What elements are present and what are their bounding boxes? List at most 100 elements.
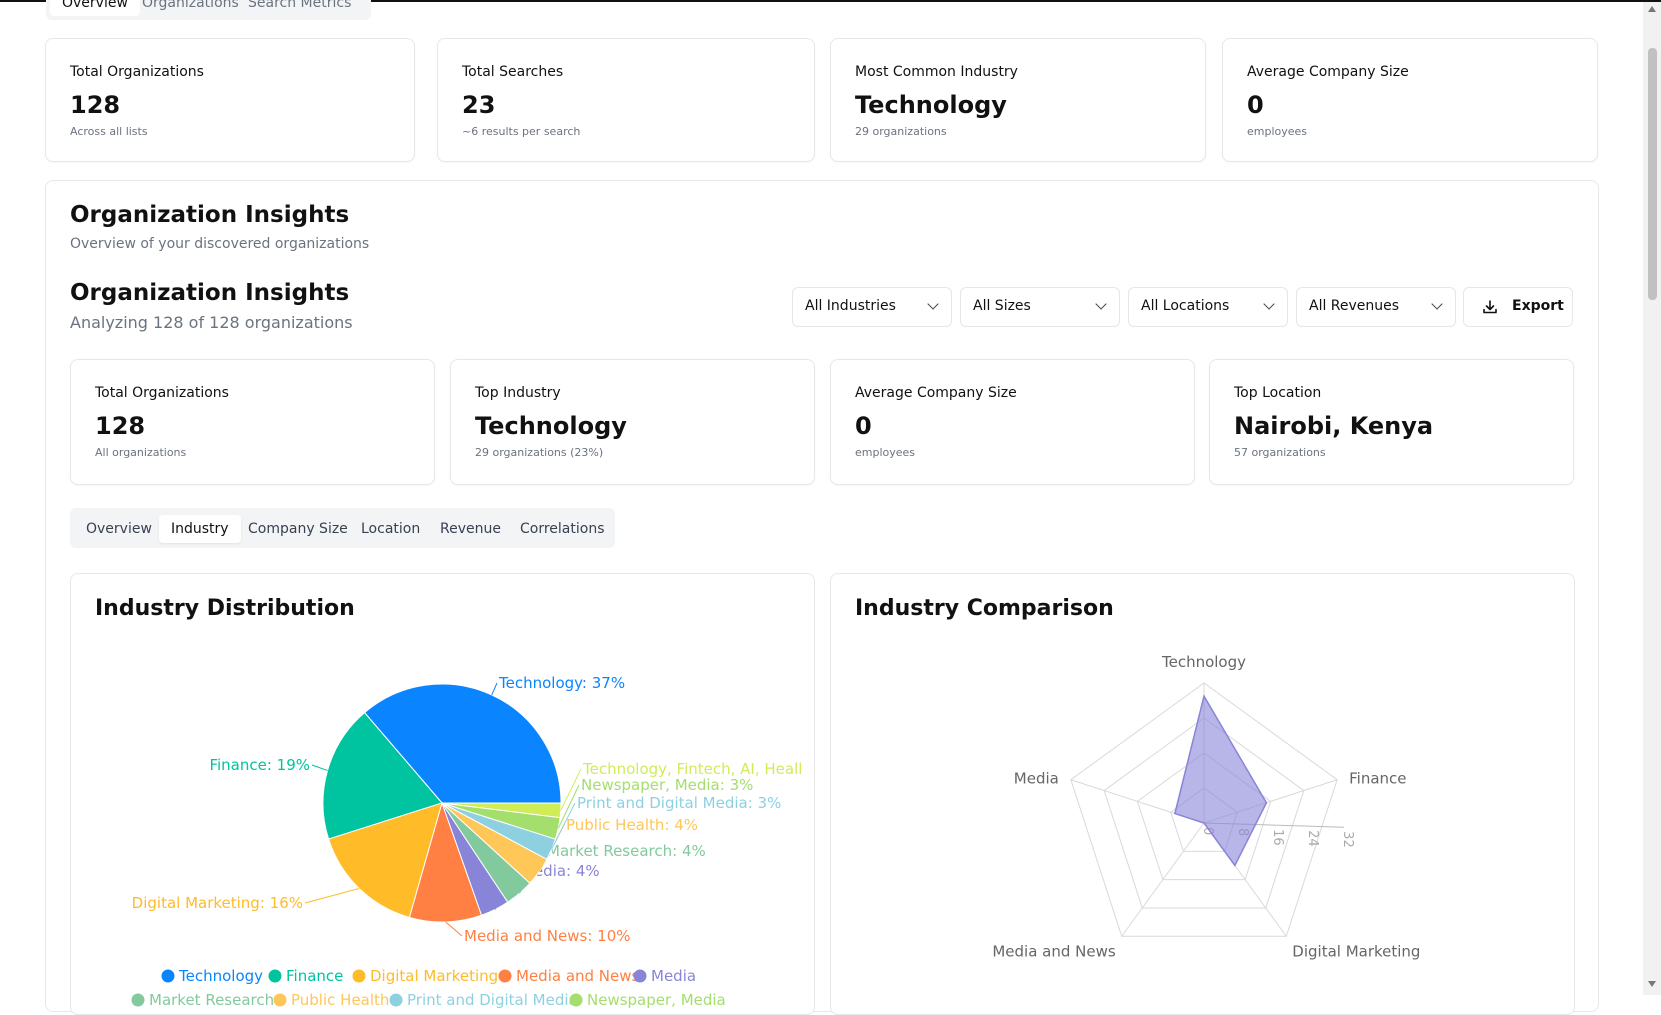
revenue-filter-select[interactable]: All Revenues xyxy=(1296,287,1456,327)
legend-item[interactable]: Media xyxy=(651,967,696,985)
pie-label-line xyxy=(557,784,580,829)
pie-label-line xyxy=(311,764,328,771)
legend-item[interactable]: Print and Digital Media xyxy=(407,991,578,1009)
legend-item[interactable]: Technology xyxy=(178,967,263,985)
legend-swatch xyxy=(268,969,282,983)
chevron-down-icon xyxy=(1095,298,1107,310)
insight-card-value: Technology xyxy=(475,412,627,440)
radar-axis-label: Media and News xyxy=(992,942,1116,960)
industry-distribution-card: Industry Distribution Technology: 37% Fin… xyxy=(70,573,815,1015)
legend-item[interactable]: Public Health xyxy=(291,991,389,1009)
export-button[interactable]: Export xyxy=(1463,287,1573,327)
radar-tick-label: 32 xyxy=(1340,831,1355,848)
top-tab-organizations[interactable]: Organizations xyxy=(142,0,239,11)
tab-industry[interactable]: Industry xyxy=(159,515,241,543)
legend-swatch xyxy=(498,969,512,983)
insight-card-label: Top Industry xyxy=(475,385,561,401)
legend-item[interactable]: Digital Marketing xyxy=(370,967,498,985)
top-tab-overview[interactable]: Overview xyxy=(50,0,140,16)
insight-card-label: Total Organizations xyxy=(95,385,229,401)
summary-card-average-company-size: Average Company Size 0 employees xyxy=(1222,38,1598,162)
section-title: Organization Insights xyxy=(70,280,350,306)
pie-data-label: Finance: 19% xyxy=(209,756,310,774)
pie-label-line xyxy=(304,887,360,904)
pie-data-label: Public Health: 4% xyxy=(566,816,698,834)
pie-label-line xyxy=(445,921,463,937)
radar-grid-ring xyxy=(1070,682,1338,937)
legend-swatch xyxy=(389,993,403,1007)
tab-company-size[interactable]: Company Size xyxy=(248,521,348,537)
summary-card-value: 23 xyxy=(462,91,496,119)
industry-comparison-card: Industry Comparison 08162432TechnologyFi… xyxy=(830,573,1575,1015)
insight-card-subtext: 29 organizations (23%) xyxy=(475,446,604,459)
industry-filter-select[interactable]: All Industries xyxy=(792,287,952,327)
location-filter-select[interactable]: All Locations xyxy=(1128,287,1288,327)
scroll-up-icon[interactable] xyxy=(1648,6,1656,12)
vertical-scrollbar[interactable] xyxy=(1643,2,1661,995)
insight-card-label: Average Company Size xyxy=(855,385,1017,401)
radar-tick-label: 0 xyxy=(1200,827,1215,835)
top-tab-search-metrics[interactable]: Search Metrics xyxy=(248,0,352,11)
select-value: All Industries xyxy=(805,298,896,314)
select-value: All Locations xyxy=(1141,298,1230,314)
radar-axis-label: Technology xyxy=(1161,653,1246,671)
radar-axis-label: Media xyxy=(1014,770,1059,788)
tab-overview[interactable]: Overview xyxy=(86,521,152,537)
panel-title: Organization Insights xyxy=(70,202,350,228)
insight-card-total-organizations: Total Organizations 128 All organization… xyxy=(70,359,435,485)
pie-slice-media-and-news[interactable] xyxy=(408,801,483,923)
insight-card-value: Nairobi, Kenya xyxy=(1234,412,1434,440)
pie-slice-digital-marketing[interactable] xyxy=(327,802,443,919)
chevron-down-icon xyxy=(927,298,939,310)
pie-data-label: Media and News: 10% xyxy=(464,927,631,945)
legend-item[interactable]: Market Research xyxy=(149,991,274,1009)
summary-card-value: Technology xyxy=(855,91,1007,119)
scroll-down-icon[interactable] xyxy=(1648,981,1656,987)
select-value: All Sizes xyxy=(973,298,1031,314)
tab-correlations[interactable]: Correlations xyxy=(520,521,605,537)
summary-card-total-organizations: Total Organizations 128 Across all lists xyxy=(45,38,415,162)
select-value: All Revenues xyxy=(1309,298,1400,314)
summary-card-subtext: Across all lists xyxy=(70,125,148,138)
summary-card-label: Total Organizations xyxy=(70,64,204,80)
legend-swatch xyxy=(131,993,145,1007)
radar-tick-label: 24 xyxy=(1305,830,1320,847)
chevron-down-icon xyxy=(1431,298,1443,310)
export-button-label: Export xyxy=(1512,298,1564,314)
summary-card-subtext: ~6 results per search xyxy=(462,125,581,138)
insight-card-subtext: employees xyxy=(855,446,916,459)
legend-item[interactable]: Newspaper, Media xyxy=(587,991,726,1009)
size-filter-select[interactable]: All Sizes xyxy=(960,287,1120,327)
tab-location[interactable]: Location xyxy=(361,521,421,537)
legend-item[interactable]: Finance xyxy=(286,967,343,985)
pie-data-label: Market Research: 4% xyxy=(547,842,706,860)
insight-card-subtext: All organizations xyxy=(95,446,187,459)
industry-radar-chart: 08162432TechnologyFinanceDigital Marketi… xyxy=(992,653,1420,960)
insight-card-top-location: Top Location Nairobi, Kenya 57 organizat… xyxy=(1209,359,1574,485)
pie-slice-finance[interactable] xyxy=(322,711,443,840)
section-subtitle: Analyzing 128 of 128 organizations xyxy=(70,313,353,332)
legend-swatch xyxy=(352,969,366,983)
pie-slice-technology-fintech-ai-heal[interactable] xyxy=(441,802,562,819)
summary-card-value: 0 xyxy=(1247,91,1264,119)
insight-card-value: 0 xyxy=(855,412,872,440)
scrollbar-thumb[interactable] xyxy=(1648,48,1657,300)
summary-card-label: Most Common Industry xyxy=(855,64,1018,80)
radar-axis-label: Digital Marketing xyxy=(1292,942,1420,960)
summary-card-total-searches: Total Searches 23 ~6 results per search xyxy=(437,38,815,162)
radar-series-area[interactable] xyxy=(1173,694,1268,867)
download-icon xyxy=(1483,300,1497,314)
legend-item[interactable]: Media and News xyxy=(516,967,640,985)
insight-card-subtext: 57 organizations xyxy=(1234,446,1326,459)
top-tab-bar: Overview Organizations Search Metrics xyxy=(46,0,371,20)
pie-data-label: Newspaper, Media: 3% xyxy=(581,776,753,794)
chevron-down-icon xyxy=(1263,298,1275,310)
panel-subtitle: Overview of your discovered organization… xyxy=(70,236,370,252)
legend-swatch xyxy=(569,993,583,1007)
insight-card-top-industry: Top Industry Technology 29 organizations… xyxy=(450,359,815,485)
insight-card-label: Top Location xyxy=(1234,385,1322,401)
summary-card-subtext: 29 organizations xyxy=(855,125,947,138)
tab-revenue[interactable]: Revenue xyxy=(440,521,501,537)
summary-card-label: Average Company Size xyxy=(1247,64,1409,80)
insight-card-average-company-size: Average Company Size 0 employees xyxy=(830,359,1195,485)
